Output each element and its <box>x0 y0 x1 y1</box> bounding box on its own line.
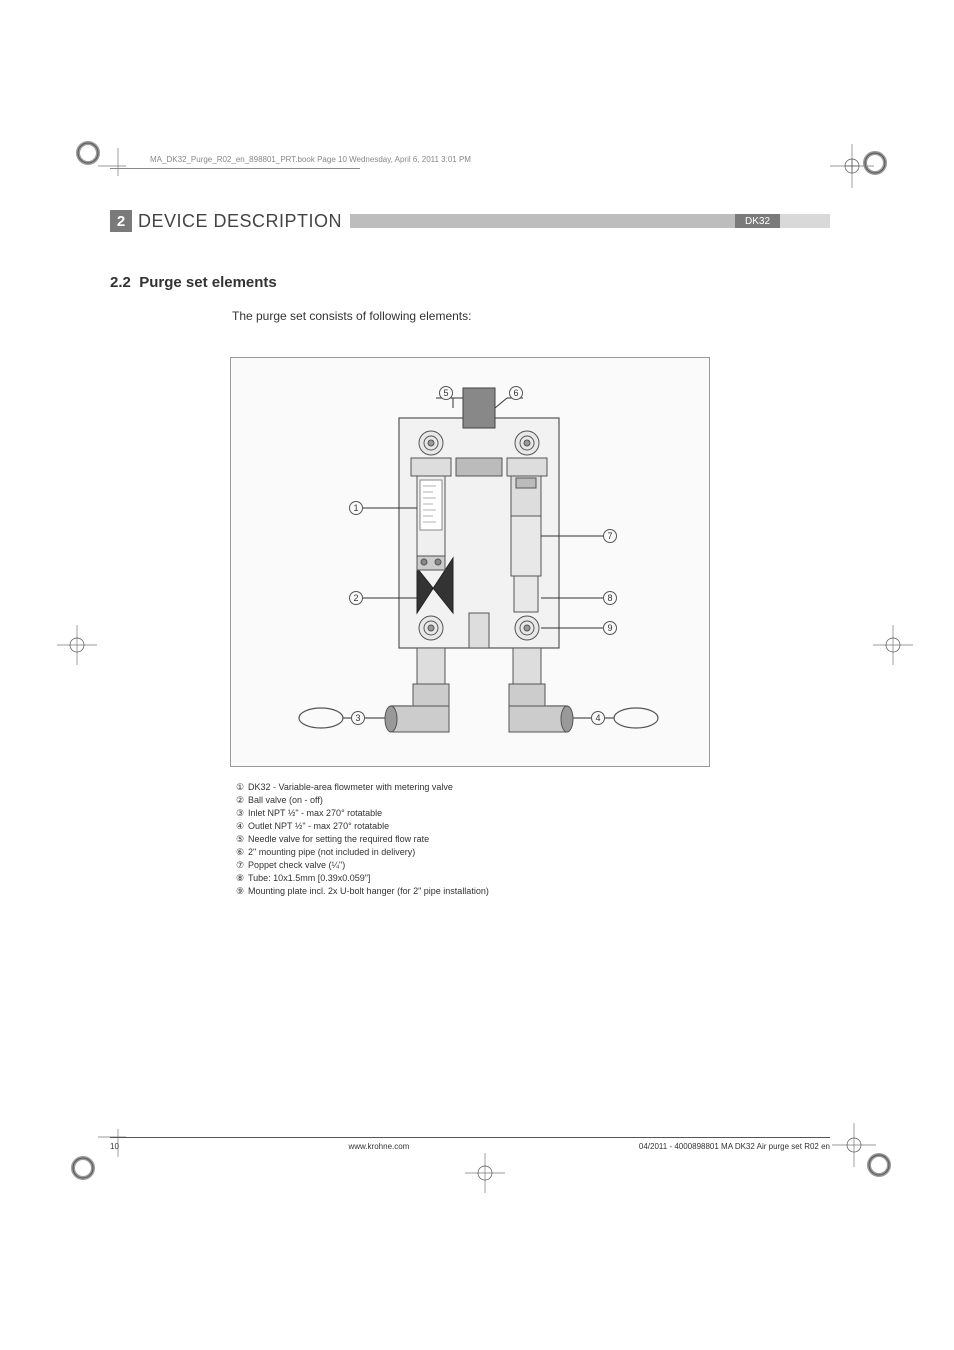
legend-num: ⑦ <box>232 859 248 872</box>
legend-text: 2" mounting pipe (not included in delive… <box>248 846 415 859</box>
callout-9: 9 <box>603 621 617 635</box>
footer-url: www.krohne.com <box>348 1142 409 1151</box>
header-tail <box>780 214 830 228</box>
reg-circle-tr <box>862 150 892 180</box>
subsection-number: 2.2 <box>110 274 131 291</box>
legend-num: ⑨ <box>232 885 248 898</box>
figure-legend: ①DK32 - Variable-area flowmeter with met… <box>232 781 830 898</box>
footer-page: 10 <box>110 1142 119 1151</box>
legend-row: ⑥2" mounting pipe (not included in deliv… <box>232 846 830 859</box>
reg-circle-br <box>866 1152 896 1182</box>
legend-text: Tube: 10x1.5mm [0.39x0.059"] <box>248 872 370 885</box>
reg-right <box>868 620 918 670</box>
callout-4: 4 <box>591 711 605 725</box>
subsection-heading: 2.2 Purge set elements <box>110 274 830 291</box>
legend-num: ⑧ <box>232 872 248 885</box>
legend-row: ①DK32 - Variable-area flowmeter with met… <box>232 781 830 794</box>
legend-num: ⑤ <box>232 833 248 846</box>
callout-2: 2 <box>349 591 363 605</box>
page-footer: 10 www.krohne.com 04/2011 - 4000898801 M… <box>110 1137 830 1151</box>
reg-bottom <box>460 1148 510 1198</box>
legend-num: ② <box>232 794 248 807</box>
legend-num: ① <box>232 781 248 794</box>
legend-text: Inlet NPT ½" - max 270° rotatable <box>248 807 382 820</box>
footer-meta: 04/2011 - 4000898801 MA DK32 Air purge s… <box>639 1142 830 1151</box>
callout-6: 6 <box>509 386 523 400</box>
reg-left <box>52 620 102 670</box>
section-header: 2 DEVICE DESCRIPTION DK32 <box>110 210 830 232</box>
figure-purge-set: 1 2 3 4 5 6 7 8 9 <box>230 357 710 767</box>
legend-text: Mounting plate incl. 2x U-bolt hanger (f… <box>248 885 489 898</box>
legend-row: ⑦Poppet check valve (¼") <box>232 859 830 872</box>
section-number: 2 <box>110 210 132 232</box>
legend-row: ⑤Needle valve for setting the required f… <box>232 833 830 846</box>
callout-5: 5 <box>439 386 453 400</box>
callout-7: 7 <box>603 529 617 543</box>
callout-3: 3 <box>351 711 365 725</box>
legend-text: Needle valve for setting the required fl… <box>248 833 429 846</box>
legend-num: ③ <box>232 807 248 820</box>
purge-set-diagram <box>231 358 711 768</box>
intro-text: The purge set consists of following elem… <box>232 309 830 323</box>
legend-text: Poppet check valve (¼") <box>248 859 345 872</box>
callout-8: 8 <box>603 591 617 605</box>
reg-circle-bl <box>70 1155 100 1185</box>
legend-text: Ball valve (on - off) <box>248 794 323 807</box>
header-bar <box>350 214 735 228</box>
legend-row: ③Inlet NPT ½" - max 270° rotatable <box>232 807 830 820</box>
legend-text: Outlet NPT ½" - max 270° rotatable <box>248 820 389 833</box>
legend-row: ②Ball valve (on - off) <box>232 794 830 807</box>
legend-text: DK32 - Variable-area flowmeter with mete… <box>248 781 453 794</box>
section-title: DEVICE DESCRIPTION <box>138 211 342 232</box>
legend-num: ④ <box>232 820 248 833</box>
legend-row: ⑧Tube: 10x1.5mm [0.39x0.059"] <box>232 872 830 885</box>
page-content: 2 DEVICE DESCRIPTION DK32 2.2 Purge set … <box>110 155 830 898</box>
legend-row: ⑨Mounting plate incl. 2x U-bolt hanger (… <box>232 885 830 898</box>
device-tag: DK32 <box>735 214 780 228</box>
callout-1: 1 <box>349 501 363 515</box>
subsection-title: Purge set elements <box>139 274 277 291</box>
legend-row: ④Outlet NPT ½" - max 270° rotatable <box>232 820 830 833</box>
legend-num: ⑥ <box>232 846 248 859</box>
reg-circle-tl <box>75 140 105 170</box>
